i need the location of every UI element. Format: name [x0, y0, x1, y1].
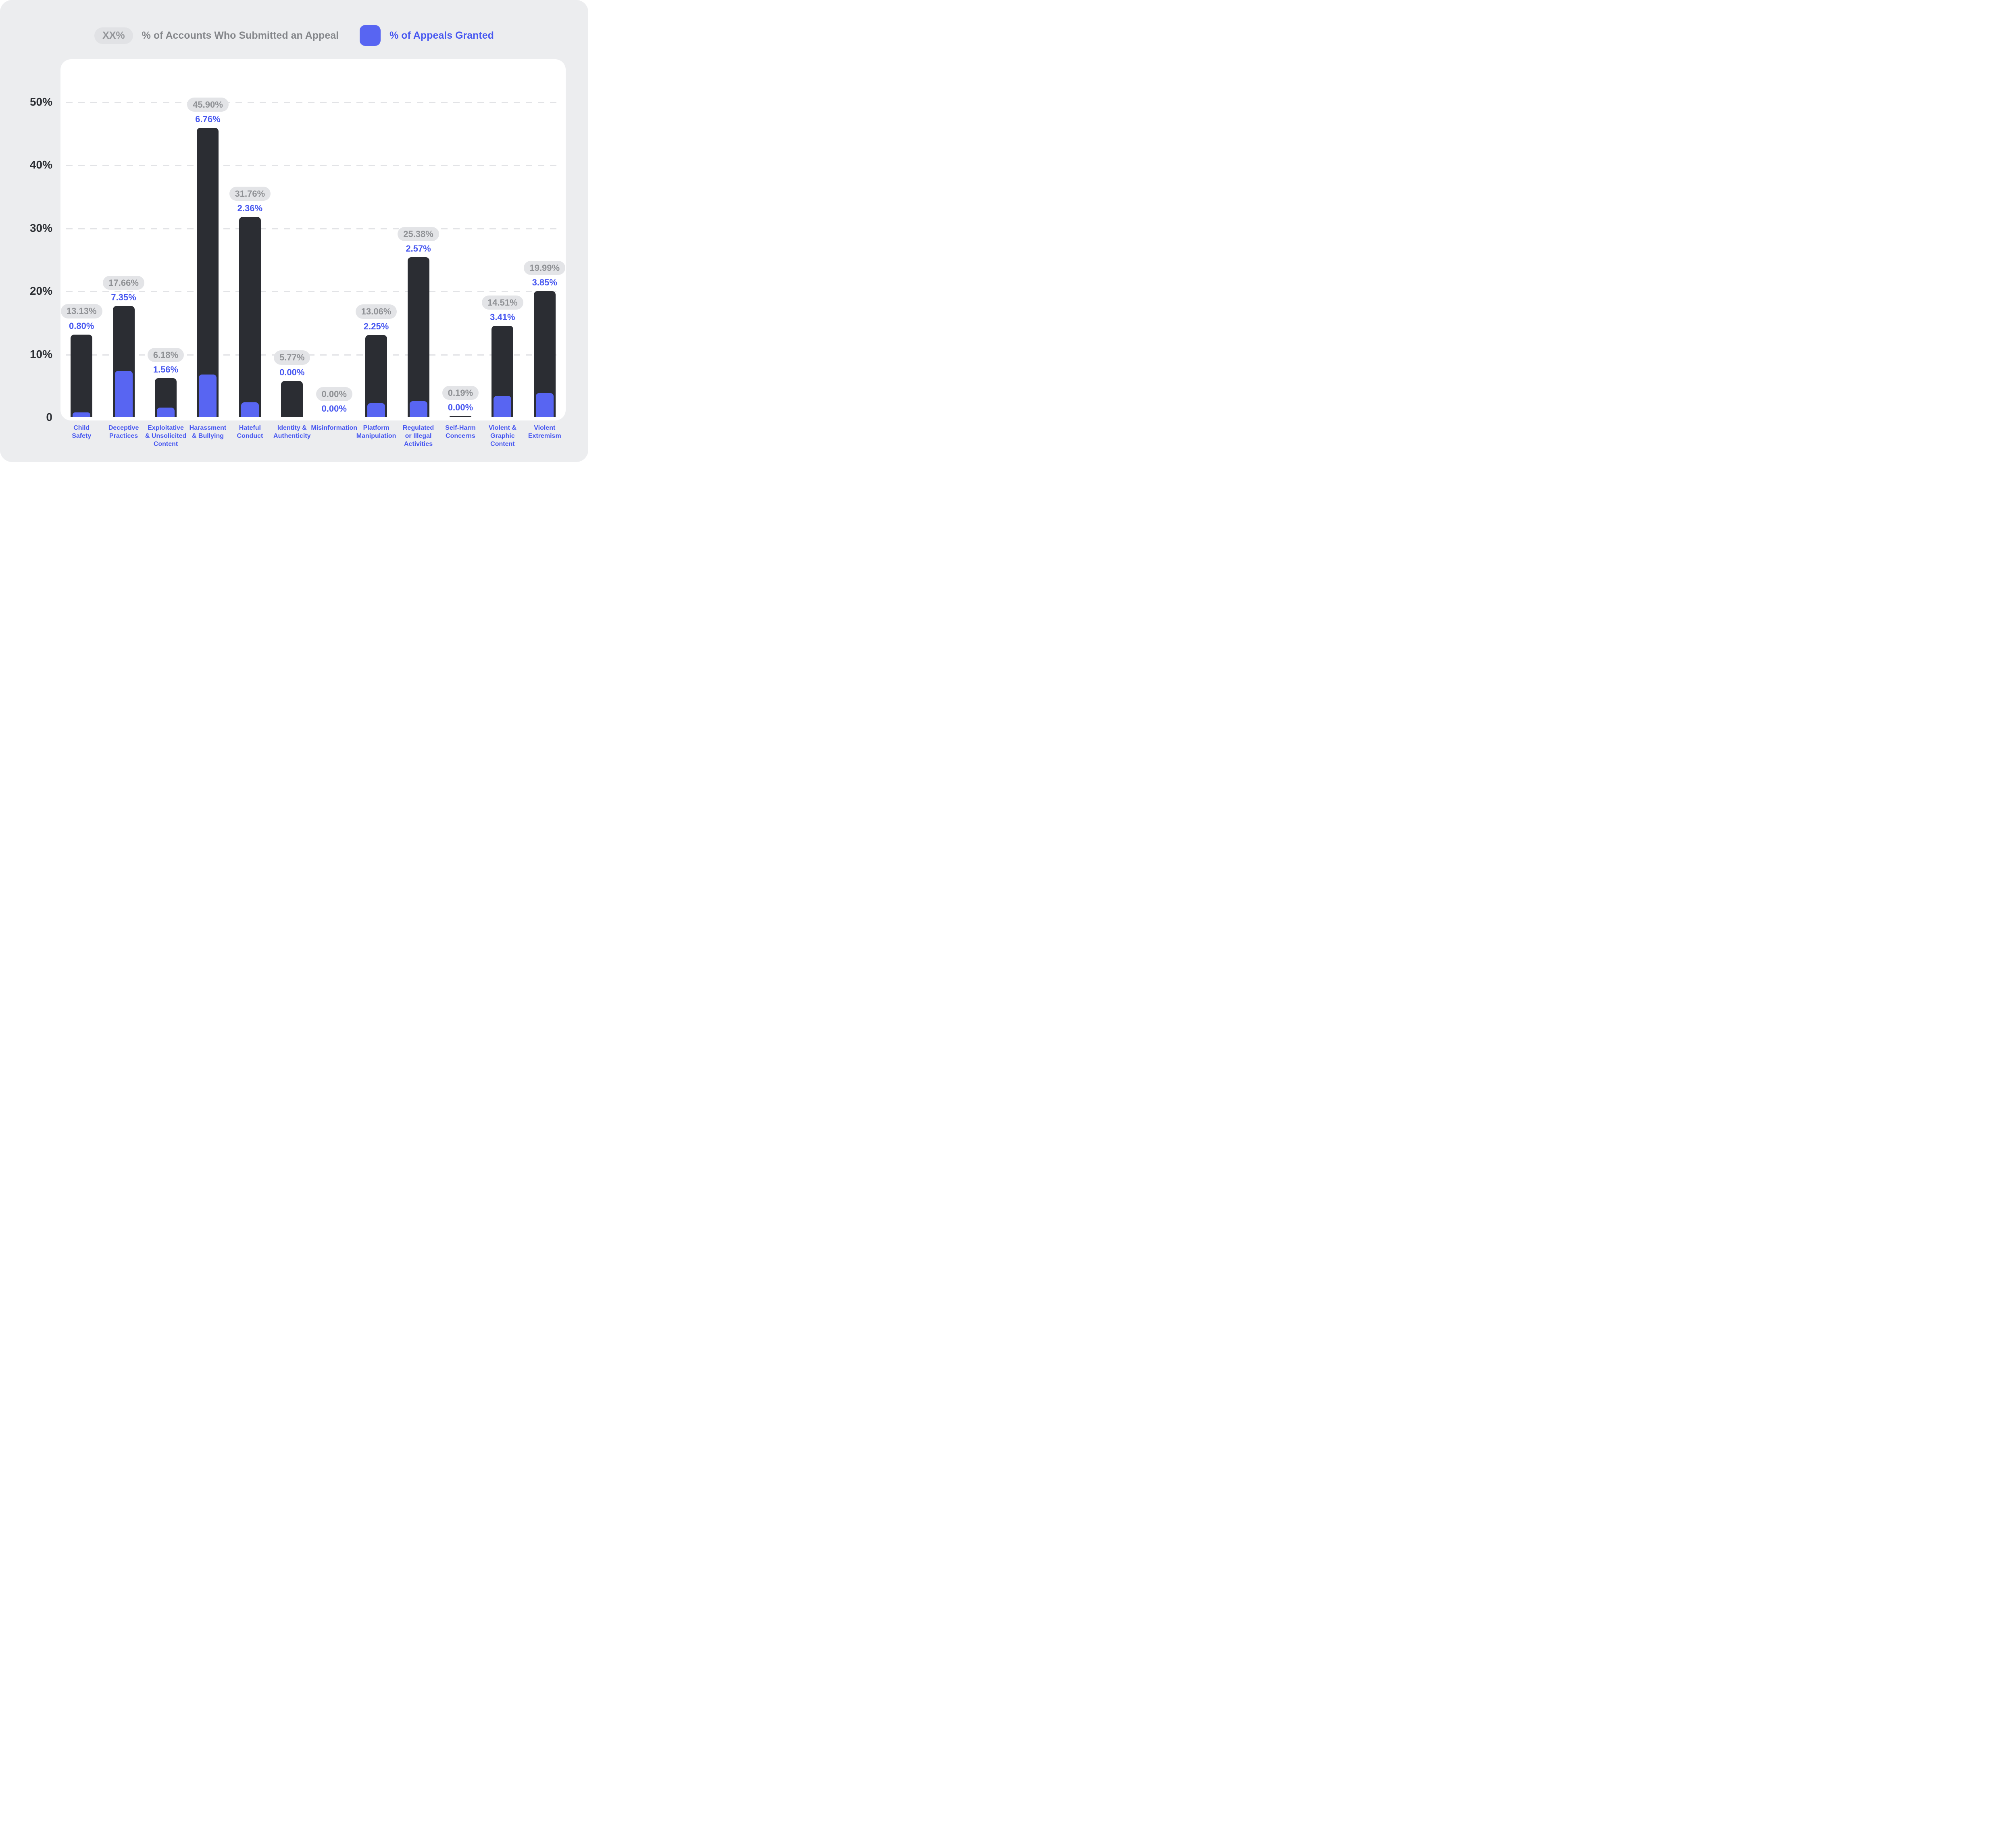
value-labels-8: 25.38% 2.57% [382, 227, 455, 254]
value-labels-9: 0.19% 0.00% [424, 385, 497, 413]
value-submitted-4: 31.76% [229, 186, 271, 201]
bar-granted-7 [367, 403, 385, 417]
bar-submitted-3 [197, 128, 219, 417]
bar-granted-4 [241, 402, 259, 417]
value-labels-11: 19.99% 3.85% [508, 261, 581, 288]
value-labels-10: 14.51% 3.41% [466, 295, 539, 323]
y-axis-tick-0: 0 [46, 411, 52, 423]
bar-group-8: 25.38% 2.57% [397, 102, 439, 417]
value-labels-0: 13.13% 0.80% [45, 304, 118, 331]
value-labels-5: 5.77% 0.00% [256, 350, 328, 377]
value-granted-3: 6.76% [195, 114, 221, 125]
value-submitted-9: 0.19% [442, 385, 479, 400]
category-label-10: Violent & Graphic Content [488, 425, 516, 447]
plot-area: 13.13% 0.80% 17.66% 7.35% 6.18% 1.56% 45.90% 6.… [60, 97, 566, 417]
category-label-6: Misinformation [311, 425, 358, 431]
value-labels-6: 0.00% 0.00% [298, 387, 371, 414]
bar-submitted-0 [71, 334, 93, 417]
value-submitted-10: 14.51% [482, 295, 523, 310]
category-label-2: Exploitative & Unsolicited Content [145, 425, 187, 447]
category-label-4: Hateful Conduct [237, 425, 263, 439]
bar-granted-3 [199, 375, 217, 417]
bar-submitted-8 [407, 257, 429, 417]
bar-submitted-9 [449, 416, 471, 417]
value-granted-1: 7.35% [111, 292, 136, 302]
legend-granted-label: % of Appeals Granted [389, 29, 494, 41]
category-label-11: Violent Extremism [528, 425, 561, 439]
value-submitted-3: 45.90% [187, 97, 229, 112]
value-labels-7: 13.06% 2.25% [340, 304, 412, 331]
chart-legend: XX% % of Accounts Who Submitted an Appea… [0, 25, 588, 46]
legend-sample-pill: XX% [94, 27, 133, 44]
value-submitted-5: 5.77% [274, 350, 310, 365]
bar-group-2: 6.18% 1.56% [145, 102, 187, 417]
appeals-chart-page: XX% % of Accounts Who Submitted an Appea… [0, 0, 588, 462]
value-granted-6: 0.00% [321, 404, 347, 414]
value-submitted-11: 19.99% [524, 261, 566, 275]
value-granted-10: 3.41% [490, 312, 515, 323]
value-granted-0: 0.80% [69, 320, 94, 331]
category-label-0: Child Safety [72, 425, 92, 439]
legend-submitted-label: % of Accounts Who Submitted an Appeal [142, 29, 339, 41]
value-submitted-6: 0.00% [316, 387, 352, 401]
category-label-3: Harassment & Bullying [189, 425, 227, 439]
y-axis-tick-10: 10% [29, 348, 52, 360]
bar-group-11: 19.99% 3.85% [524, 102, 566, 417]
gridline-10 [66, 354, 560, 356]
value-labels-1: 17.66% 7.35% [87, 275, 160, 303]
value-granted-11: 3.85% [532, 277, 557, 288]
gridline-40 [66, 165, 560, 166]
value-labels-3: 45.90% 6.76% [171, 97, 244, 125]
bar-group-1: 17.66% 7.35% [102, 102, 144, 417]
value-granted-4: 2.36% [237, 203, 263, 214]
gridline-50 [66, 102, 560, 103]
category-label-9: Self-Harm Concerns [445, 425, 476, 439]
value-submitted-8: 25.38% [398, 227, 439, 241]
bar-submitted-4 [239, 217, 261, 417]
value-submitted-1: 17.66% [103, 275, 144, 290]
bar-granted-11 [535, 393, 554, 417]
y-axis-tick-50: 50% [29, 96, 52, 108]
bar-group-9: 0.19% 0.00% [439, 102, 481, 417]
value-granted-7: 2.25% [363, 321, 389, 331]
y-axis-tick-30: 30% [29, 221, 52, 234]
bar-granted-10 [494, 395, 512, 417]
bar-submitted-5 [281, 381, 303, 417]
category-label-1: Deceptive Practices [108, 425, 139, 439]
category-label-7: Platform Manipulation [356, 425, 396, 439]
chart-card [60, 59, 566, 420]
bar-group-7: 13.06% 2.25% [355, 102, 397, 417]
y-axis-tick-40: 40% [29, 158, 52, 171]
category-label-8: Regulated or Illegal Activities [402, 425, 434, 447]
legend-blue-swatch-icon [360, 25, 381, 46]
bar-group-4: 31.76% 2.36% [229, 102, 271, 417]
bar-granted-2 [157, 407, 175, 417]
bar-granted-0 [73, 412, 91, 417]
value-submitted-2: 6.18% [147, 348, 184, 362]
value-granted-5: 0.00% [279, 367, 305, 377]
value-submitted-0: 13.13% [60, 304, 102, 318]
value-granted-9: 0.00% [448, 402, 473, 413]
value-labels-4: 31.76% 2.36% [214, 186, 286, 214]
value-granted-2: 1.56% [153, 364, 179, 375]
value-submitted-7: 13.06% [355, 304, 397, 319]
bar-group-10: 14.51% 3.41% [481, 102, 523, 417]
bar-group-0: 13.13% 0.80% [60, 102, 102, 417]
category-label-5: Identity & Authenticity [273, 425, 311, 439]
bar-group-6: 0.00% 0.00% [313, 102, 355, 417]
bar-granted-8 [409, 401, 427, 417]
value-granted-8: 2.57% [406, 243, 431, 254]
gridline-30 [66, 228, 560, 229]
bar-group-3: 45.90% 6.76% [187, 97, 229, 417]
bar-group-5: 5.77% 0.00% [271, 102, 313, 417]
value-labels-2: 6.18% 1.56% [129, 348, 202, 375]
y-axis-tick-20: 20% [29, 285, 52, 298]
bar-granted-1 [115, 371, 133, 417]
gridline-20 [66, 291, 560, 293]
